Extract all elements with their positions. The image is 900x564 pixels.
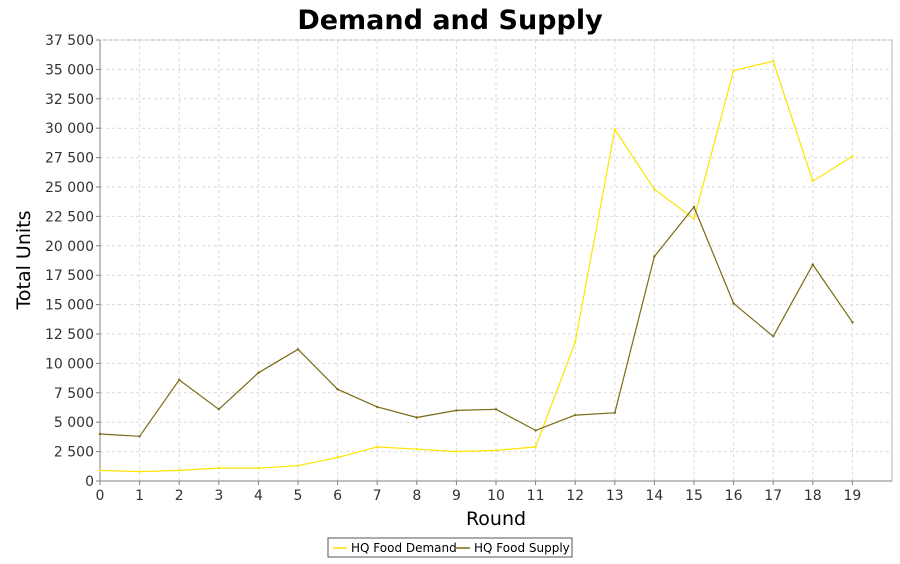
x-tick-label: 13 [606,488,624,504]
data-point [296,348,300,351]
data-point [415,416,418,419]
data-point [376,405,379,409]
x-tick-label: 16 [725,488,743,504]
x-tick-label: 1 [135,488,144,504]
data-point [98,432,102,436]
series-lines [98,59,854,473]
x-tick-label: 7 [373,488,382,504]
data-point [574,341,577,344]
data-point [376,445,379,449]
data-point [178,469,181,472]
data-point [534,429,537,432]
data-point [732,69,735,72]
x-axis-title: Round [466,508,526,530]
data-point [653,188,656,191]
data-point [811,263,814,266]
data-point [772,335,775,338]
y-tick-label: 27 500 [45,151,94,167]
y-tick-label: 37 500 [45,33,94,49]
data-point [336,388,339,391]
data-point [336,456,339,459]
x-tick-label: 19 [843,488,861,504]
data-point [98,469,102,472]
x-tick-label: 2 [175,488,184,504]
data-point [415,448,418,451]
data-point [138,470,141,473]
y-tick-label: 32 500 [45,92,94,108]
data-point [494,449,498,452]
y-tick-label: 10 000 [45,356,94,372]
data-point [574,413,577,417]
y-tick-label: 12 500 [45,327,94,343]
data-point [851,155,854,158]
y-tick-label: 5 000 [54,415,94,431]
y-tick-label: 2 500 [54,445,94,461]
x-tick-label: 18 [804,488,822,504]
data-point [772,59,775,63]
data-point [732,302,735,305]
data-point [217,466,220,470]
legend: HQ Food Demand HQ Food Supply [327,537,573,558]
x-tick-label: 8 [412,488,421,504]
y-tick-label: 20 000 [45,239,94,255]
data-point [257,371,260,375]
x-tick-label: 12 [566,488,584,504]
x-tick-label: 11 [527,488,545,504]
data-point [455,450,458,453]
legend-box [327,537,573,558]
series-line-demand [99,60,853,473]
data-point [296,464,300,467]
data-point [613,411,616,414]
x-tick-label: 6 [333,488,342,504]
x-tick-label: 3 [214,488,223,504]
data-point [653,255,656,258]
y-tick-label: 30 000 [45,121,94,137]
data-point [178,378,181,382]
legend-label: HQ Food Demand [351,541,457,555]
data-point [811,179,814,183]
y-tick-label: 7 500 [54,386,94,402]
x-tick-label: 10 [487,488,505,504]
data-point [494,408,498,411]
data-point [138,435,141,438]
data-point [692,205,696,209]
data-point [455,409,458,412]
data-point [692,217,696,220]
data-point [217,408,220,411]
x-tick-label: 15 [685,488,703,504]
data-point [851,321,854,324]
x-tick-label: 0 [96,488,105,504]
data-point [613,128,616,131]
series-line-supply [99,206,853,437]
grid-lines [100,39,892,481]
x-tick-label: 5 [294,488,303,504]
axes: 0 2 500 5 000 7 500 10 000 12 500 15 000 17 500… [45,33,892,504]
x-tick-label: 14 [645,488,663,504]
data-point [534,445,537,449]
y-axis-title: Total Units [13,211,35,311]
y-tick-label: 22 500 [45,209,94,225]
chart-title: Demand and Supply [297,5,603,36]
x-tick-label: 9 [452,488,461,504]
legend-label: HQ Food Supply [474,541,570,555]
y-tick-label: 25 000 [45,180,94,196]
data-point [257,466,260,470]
y-tick-label: 15 000 [45,298,94,314]
x-tick-label: 4 [254,488,263,504]
y-tick-label: 35 000 [45,62,94,78]
y-tick-label: 0 [85,474,94,490]
y-tick-label: 17 500 [45,268,94,284]
x-tick-label: 17 [764,488,782,504]
